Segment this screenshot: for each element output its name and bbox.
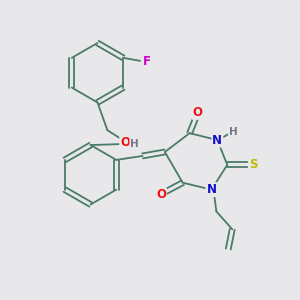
- Text: N: N: [212, 134, 222, 147]
- Text: O: O: [193, 106, 202, 119]
- Text: N: N: [206, 183, 216, 196]
- Text: H: H: [229, 127, 238, 137]
- Text: F: F: [143, 55, 151, 68]
- Text: H: H: [130, 139, 139, 149]
- Text: O: O: [120, 136, 130, 148]
- Text: S: S: [249, 158, 257, 171]
- Text: O: O: [156, 188, 166, 201]
